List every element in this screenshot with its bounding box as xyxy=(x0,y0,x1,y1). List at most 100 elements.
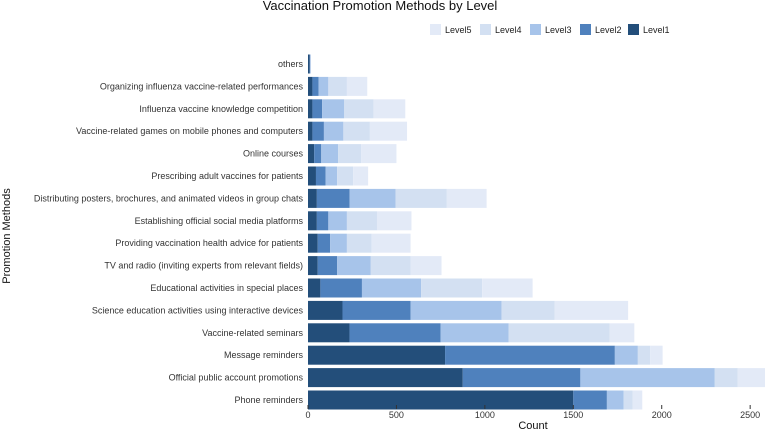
x-tick-label: 0 xyxy=(305,410,310,420)
bar-level4-tv-and-radio-inviting-experts-from-relevant-fields xyxy=(370,256,411,276)
y-tick-label: Establishing official social media platf… xyxy=(135,216,304,226)
bar-level1-establishing-official-social-media-platforms xyxy=(308,211,317,231)
x-tick-label: 1000 xyxy=(475,410,495,420)
bar-level4-online-courses xyxy=(338,144,362,164)
bar-level2-message-reminders xyxy=(445,345,615,365)
y-tick-label: Official public account promotions xyxy=(169,373,304,383)
bar-level4-providing-vaccination-health-advice-for-patients xyxy=(346,233,372,253)
bar-level2-online-courses xyxy=(314,144,322,164)
bar-level5-vaccine-related-games-on-mobile-phones-and-computers xyxy=(369,121,408,141)
x-tick-label: 2000 xyxy=(652,410,672,420)
bar-level2-vaccine-related-seminars xyxy=(349,323,441,343)
y-tick-label: Distributing posters, brochures, and ani… xyxy=(34,193,304,203)
bar-level5-official-public-account-promotions xyxy=(737,368,765,388)
bar-level1-vaccine-related-seminars xyxy=(308,323,350,343)
bar-level3-organizing-influenza-vaccine-related-performances xyxy=(318,76,329,96)
legend-label-level1: Level1 xyxy=(643,25,670,35)
legend-swatch-level2 xyxy=(580,24,591,35)
bar-level5-providing-vaccination-health-advice-for-patients xyxy=(371,233,411,253)
x-axis: 0 500 1000 1500 2000 2500 xyxy=(305,405,760,420)
y-tick-label: Prescribing adult vaccines for patients xyxy=(151,171,303,181)
y-tick-label: Science education activities using inter… xyxy=(92,305,304,315)
bar-level3-prescribing-adult-vaccines-for-patients xyxy=(325,166,338,186)
bar-level3-science-education-activities-using-interactive-devices xyxy=(410,300,502,320)
bar-level1-online-courses xyxy=(308,144,315,164)
bar-level4-science-education-activities-using-interactive-devices xyxy=(501,300,555,320)
bar-level3-educational-activities-in-special-places xyxy=(361,278,422,298)
bar-level1-distributing-posters-brochures-and-animated-videos-in-group-chats xyxy=(308,188,317,208)
bar-level3-providing-vaccination-health-advice-for-patients xyxy=(330,233,347,253)
bar-level2-vaccine-related-games-on-mobile-phones-and-computers xyxy=(312,121,324,141)
bar-level1-organizing-influenza-vaccine-related-performances xyxy=(308,76,313,96)
bar-level5-educational-activities-in-special-places xyxy=(482,278,533,298)
bar-level3-influenza-vaccine-knowledge-competition xyxy=(322,99,345,119)
bar-level2-others xyxy=(309,54,311,74)
bar-level4-educational-activities-in-special-places xyxy=(421,278,483,298)
legend-swatch-level1 xyxy=(628,24,639,35)
bar-level5-influenza-vaccine-knowledge-competition xyxy=(373,99,406,119)
bar-level4-vaccine-related-seminars xyxy=(508,323,610,343)
bar-level2-prescribing-adult-vaccines-for-patients xyxy=(315,166,326,186)
bar-level5-vaccine-related-seminars xyxy=(609,323,635,343)
y-tick-labels: Phone reminders Official public account p… xyxy=(34,59,304,405)
bar-level5-establishing-official-social-media-platforms xyxy=(376,211,412,231)
bar-level2-official-public-account-promotions xyxy=(462,368,581,388)
bar-level1-message-reminders xyxy=(308,345,446,365)
bar-level1-others xyxy=(308,54,310,74)
y-tick-label: Influenza vaccine knowledge competition xyxy=(139,104,303,114)
legend-label-level2: Level2 xyxy=(595,25,622,35)
y-axis-title: Promotion Methods xyxy=(1,188,13,284)
bar-level3-establishing-official-social-media-platforms xyxy=(328,211,347,231)
y-tick-label: Vaccine-related games on mobile phones a… xyxy=(76,126,303,136)
bar-level1-educational-activities-in-special-places xyxy=(308,278,321,298)
bar-level1-prescribing-adult-vaccines-for-patients xyxy=(308,166,316,186)
chart-title: Vaccination Promotion Methods by Level xyxy=(263,0,498,13)
legend-swatch-level5 xyxy=(430,24,441,35)
bar-level2-organizing-influenza-vaccine-related-performances xyxy=(312,76,319,96)
bar-level4-official-public-account-promotions xyxy=(714,368,738,388)
bar-level4-phone-reminders xyxy=(623,390,633,410)
y-tick-label: Vaccine-related seminars xyxy=(202,328,303,338)
bar-level2-phone-reminders xyxy=(573,390,607,410)
y-tick-label: Providing vaccination health advice for … xyxy=(115,238,303,248)
legend-swatch-level4 xyxy=(480,24,491,35)
bar-level4-message-reminders xyxy=(637,345,651,365)
bar-level4-influenza-vaccine-knowledge-competition xyxy=(344,99,374,119)
bar-level2-educational-activities-in-special-places xyxy=(320,278,362,298)
bar-level1-official-public-account-promotions xyxy=(308,368,463,388)
legend: Level5 Level4 Level3 Level2 Level1 xyxy=(430,24,670,35)
x-tick-label: 1500 xyxy=(563,410,583,420)
bar-level5-organizing-influenza-vaccine-related-performances xyxy=(346,76,368,96)
legend-swatch-level3 xyxy=(530,24,541,35)
legend-label-level3: Level3 xyxy=(545,25,572,35)
y-tick-label: Organizing influenza vaccine-related per… xyxy=(100,81,304,91)
bar-level5-online-courses xyxy=(361,144,397,164)
bar-level4-prescribing-adult-vaccines-for-patients xyxy=(337,166,354,186)
bar-level3-message-reminders xyxy=(614,345,638,365)
bar-level3-official-public-account-promotions xyxy=(580,368,715,388)
bar-level2-establishing-official-social-media-platforms xyxy=(316,211,329,231)
bar-level5-tv-and-radio-inviting-experts-from-relevant-fields xyxy=(410,256,442,276)
y-tick-label: Educational activities in special places xyxy=(150,283,303,293)
y-tick-label: Online courses xyxy=(243,149,304,159)
legend-label-level5: Level5 xyxy=(445,25,472,35)
y-tick-label: TV and radio (inviting experts from rele… xyxy=(104,261,303,271)
bar-level5-message-reminders xyxy=(650,345,663,365)
bar-level2-science-education-activities-using-interactive-devices xyxy=(342,300,411,320)
bar-level5-distributing-posters-brochures-and-animated-videos-in-group-chats xyxy=(446,188,487,208)
bar-level5-prescribing-adult-vaccines-for-patients xyxy=(353,166,369,186)
bar-level5-phone-reminders xyxy=(632,390,643,410)
bar-level3-distributing-posters-brochures-and-animated-videos-in-group-chats xyxy=(349,188,396,208)
bar-level2-distributing-posters-brochures-and-animated-videos-in-group-chats xyxy=(316,188,350,208)
bar-level3-vaccine-related-seminars xyxy=(440,323,509,343)
y-tick-label: others xyxy=(278,59,304,69)
x-tick-label: 500 xyxy=(389,410,404,420)
x-axis-title: Count xyxy=(518,420,547,432)
bar-level3-online-courses xyxy=(321,144,339,164)
bar-level1-science-education-activities-using-interactive-devices xyxy=(308,300,343,320)
bar-level5-science-education-activities-using-interactive-devices xyxy=(554,300,629,320)
bar-level3-phone-reminders xyxy=(606,390,624,410)
bar-level2-influenza-vaccine-knowledge-competition xyxy=(312,99,323,119)
y-tick-label: Phone reminders xyxy=(234,395,303,405)
